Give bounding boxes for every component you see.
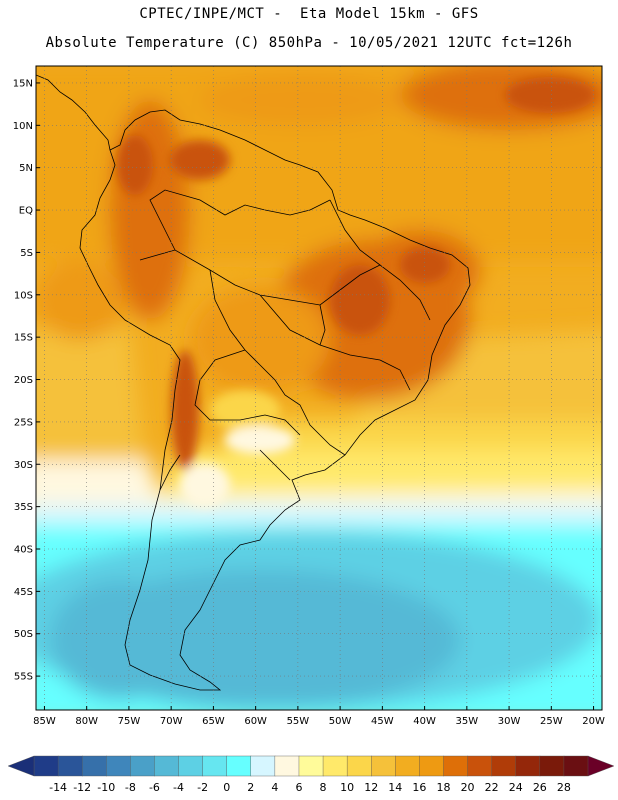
lat-label: 15N bbox=[13, 78, 33, 89]
colorbar-label: 26 bbox=[533, 781, 547, 794]
colorbar-swatch bbox=[274, 755, 300, 777]
lon-label: 70W bbox=[160, 716, 183, 727]
lat-label: 55S bbox=[14, 672, 33, 683]
colorbar-label: 22 bbox=[485, 781, 499, 794]
colorbar-label: 6 bbox=[295, 781, 302, 794]
colorbar-swatch bbox=[57, 755, 83, 777]
colorbar-swatch bbox=[491, 755, 517, 777]
colorbar-label: 16 bbox=[412, 781, 426, 794]
colorbar-swatch bbox=[371, 755, 396, 777]
map-frame bbox=[35, 65, 603, 711]
lon-label: 75W bbox=[118, 716, 141, 727]
temperature-field bbox=[36, 66, 602, 710]
graticule bbox=[36, 66, 602, 710]
lat-label: 45S bbox=[14, 587, 33, 598]
colorbar-label: 14 bbox=[388, 781, 402, 794]
lon-label: 45W bbox=[371, 716, 394, 727]
colorbar-label: 4 bbox=[271, 781, 278, 794]
colorbar-swatch bbox=[467, 755, 493, 777]
colorbar-swatch bbox=[130, 755, 155, 777]
colorbar-swatch bbox=[298, 755, 324, 777]
colorbar-swatch bbox=[515, 755, 541, 777]
lon-label: 20W bbox=[582, 716, 605, 727]
map-title-line1: CPTEC/INPE/MCT - Eta Model 15km - GFS bbox=[139, 6, 479, 22]
lat-label: 20S bbox=[14, 375, 33, 386]
lon-label: 80W bbox=[75, 716, 98, 727]
colorbar-label: 28 bbox=[557, 781, 571, 794]
lat-label: EQ bbox=[19, 206, 33, 217]
colorbar-label: 10 bbox=[340, 781, 354, 794]
lon-label: 65W bbox=[202, 716, 225, 727]
colorbar-min-arrow bbox=[7, 755, 35, 777]
colorbar-label: 20 bbox=[461, 781, 475, 794]
colorbar-swatch bbox=[154, 755, 180, 777]
colorbar-swatch bbox=[395, 755, 420, 777]
lon-label: 50W bbox=[329, 716, 352, 727]
colorbar-swatch bbox=[33, 755, 59, 777]
colorbar-swatch bbox=[419, 755, 444, 777]
colorbar-label: 12 bbox=[364, 781, 378, 794]
colorbar-label: -8 bbox=[125, 781, 136, 794]
colorbar-swatch bbox=[178, 755, 204, 777]
lon-label: 60W bbox=[244, 716, 267, 727]
colorbar-label: -12 bbox=[73, 781, 91, 794]
colorbar-label: -6 bbox=[149, 781, 160, 794]
lon-label: 30W bbox=[498, 716, 521, 727]
lon-label: 35W bbox=[456, 716, 479, 727]
colorbar-label: 2 bbox=[247, 781, 254, 794]
lat-label: 5N bbox=[19, 163, 33, 174]
lon-label: 85W bbox=[33, 716, 56, 727]
colorbar-swatch bbox=[202, 755, 228, 777]
lon-label: 25W bbox=[540, 716, 563, 727]
latitude-axis: 15N 10N 5N EQ 5S 10S 15S 20S 25S 30S 35S 40S 45S 50S 5… bbox=[13, 78, 40, 683]
colorbar-label: 24 bbox=[509, 781, 523, 794]
colorbar-label: 18 bbox=[436, 781, 450, 794]
lon-label: 40W bbox=[413, 716, 436, 727]
lat-label: 5S bbox=[20, 248, 33, 259]
colorbar-swatch bbox=[250, 755, 276, 777]
lat-label: 25S bbox=[14, 417, 33, 428]
lat-label: 30S bbox=[14, 460, 33, 471]
colorbar-swatch bbox=[563, 755, 589, 777]
longitude-axis: 85W 80W 75W 70W 65W 60W 55W 50W 45W 40W 35W 30W 25W 2… bbox=[33, 706, 605, 727]
colorbar-label: -2 bbox=[197, 781, 208, 794]
colorbar-swatch bbox=[226, 755, 252, 777]
colorbar-swatch bbox=[539, 755, 565, 777]
lat-label: 35S bbox=[14, 502, 33, 513]
colorbar-label: -10 bbox=[97, 781, 115, 794]
colorbar-label: 0 bbox=[223, 781, 230, 794]
colorbar-swatch bbox=[322, 755, 348, 777]
colorbar: -14 -12 -10 -8 -6 -4 -2 0 2 4 6 8 10 12 14 16 18 20 22 24 26… bbox=[7, 755, 615, 794]
lat-label: 40S bbox=[14, 545, 33, 556]
map-title-line2: Absolute Temperature (C) 850hPa - 10/05/… bbox=[45, 35, 573, 51]
colorbar-label: 8 bbox=[320, 781, 327, 794]
lat-label: 15S bbox=[14, 333, 33, 344]
coastline-borders bbox=[36, 74, 471, 691]
colorbar-swatch bbox=[346, 755, 372, 777]
colorbar-swatch bbox=[443, 755, 469, 777]
lat-label: 10S bbox=[14, 290, 33, 301]
lat-label: 50S bbox=[14, 629, 33, 640]
colorbar-swatch bbox=[106, 755, 131, 777]
lat-label: 10N bbox=[13, 121, 33, 132]
colorbar-label: -14 bbox=[49, 781, 67, 794]
lon-label: 55W bbox=[287, 716, 310, 727]
colorbar-max-arrow bbox=[587, 755, 615, 777]
colorbar-label: -4 bbox=[173, 781, 184, 794]
colorbar-swatch bbox=[81, 755, 107, 777]
